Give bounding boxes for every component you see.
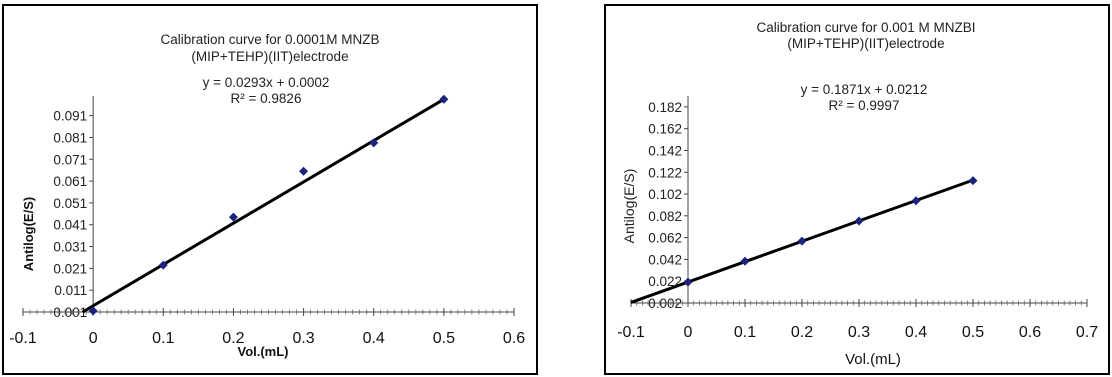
chart-2-x-axis-label: Vol.(mL) <box>845 351 901 368</box>
chart-2-r-squared: R² = 0.9997 <box>829 98 900 113</box>
chart-1-axes <box>22 96 515 316</box>
chart-2-y-tick-label: 0.082 <box>648 209 682 224</box>
chart-2-data-point <box>911 196 921 206</box>
chart-1-y-tick-label: 0.071 <box>53 152 87 167</box>
chart-2-x-tick-label: 0.1 <box>734 324 756 341</box>
chart-2-y-tick-label: 0.042 <box>648 252 682 267</box>
chart-1-x-tick-label: 0.3 <box>292 330 314 347</box>
chart-2-x-ticks: -0.1 0 0.1 0.2 0.3 0.4 0.5 0.6 0.7 <box>617 324 1098 341</box>
chart-1-x-tick-label: 0 <box>89 330 98 347</box>
chart-panel-2: Calibration curve for 0.001 M MNZBI (MIP… <box>604 4 1110 375</box>
chart-1-y-tick-label: 0.061 <box>53 174 87 189</box>
chart-1-y-ticks: 0.0010.0110.0210.0310.0410.0510.0610.071… <box>53 109 87 320</box>
chart-1-x-tick-label: 0.1 <box>152 330 174 347</box>
chart-1-y-tick-label: 0.041 <box>53 218 87 233</box>
chart-2-equation: y = 0.1871x + 0.0212 <box>801 82 928 97</box>
chart-2-title-line-2: (MIP+TEHP)(IIT)electrode <box>787 36 944 51</box>
chart-1-y-axis-label: Antilog(E/S) <box>21 197 36 271</box>
chart-2-data-point <box>683 277 693 287</box>
chart-2-y-tick-label: 0.022 <box>648 274 682 289</box>
chart-2-axes <box>630 96 1088 307</box>
chart-1-y-tick-label: 0.091 <box>53 109 87 124</box>
chart-1-x-axis-label: Vol.(mL) <box>237 344 288 359</box>
chart-2-y-tick-label: 0.142 <box>648 143 682 158</box>
chart-1-plot-area <box>81 94 449 316</box>
chart-2-y-tick-label: 0.062 <box>648 231 682 246</box>
chart-2-title-line-1: Calibration curve for 0.001 M MNZBI <box>756 20 975 35</box>
chart-1-data-point <box>158 260 168 270</box>
chart-2-data-point <box>968 176 978 186</box>
chart-2-y-tick-label: 0.162 <box>648 122 682 137</box>
chart-1-data-point <box>369 138 379 148</box>
chart-2-x-tick-label: 0.6 <box>1019 324 1041 341</box>
chart-1-y-tick-label: 0.031 <box>53 240 87 255</box>
chart-1-y-tick-label: 0.051 <box>53 196 87 211</box>
chart-2-x-tick-label: 0 <box>684 324 693 341</box>
chart-1-x-ticks: -0.1 0 0.1 0.2 0.3 0.4 0.5 0.6 <box>9 330 525 347</box>
chart-2-x-tick-label: -0.1 <box>617 324 645 341</box>
chart-1-x-tick-label: 0.5 <box>433 330 455 347</box>
chart-2-x-tick-label: 0.5 <box>962 324 984 341</box>
chart-2-y-tick-label: 0.182 <box>648 100 682 115</box>
chart-1-r-squared: R² = 0.9826 <box>231 91 302 106</box>
chart-1-x-tick-label: -0.1 <box>9 330 37 347</box>
chart-2-x-tick-label: 0.2 <box>791 324 813 341</box>
chart-2-y-tick-label: 0.122 <box>648 165 682 180</box>
chart-1-y-tick-label: 0.021 <box>53 261 87 276</box>
chart-1: Calibration curve for 0.0001M MNZB (MIP+… <box>9 32 525 359</box>
chart-2-data-point <box>797 236 807 246</box>
chart-1-data-point <box>88 306 98 316</box>
chart-2: Calibration curve for 0.001 M MNZBI (MIP… <box>617 20 1098 368</box>
chart-1-title-line-2: (MIP+TEHP)(IIT)electrode <box>191 49 348 64</box>
chart-1-y-tick-label: 0.081 <box>53 130 87 145</box>
chart-1-title-line-1: Calibration curve for 0.0001M MNZB <box>160 32 379 47</box>
chart-1-data-point <box>439 94 449 104</box>
chart-2-data-point <box>854 216 864 226</box>
chart-1-trendline <box>81 97 445 314</box>
chart-1-data-point <box>228 212 238 222</box>
chart-1-equation: y = 0.0293x + 0.0002 <box>203 75 330 90</box>
chart-2-plot-area <box>630 176 978 304</box>
chart-2-y-tick-label: 0.102 <box>648 187 682 202</box>
chart-1-y-tick-label: 0.011 <box>54 283 87 298</box>
chart-2-y-axis-label: Antilog(E/S) <box>621 169 637 244</box>
chart-1-x-tick-label: 0.6 <box>503 330 525 347</box>
chart-1-x-tick-label: 0.2 <box>222 330 244 347</box>
chart-1-data-point <box>299 166 309 176</box>
chart-2-x-tick-label: 0.4 <box>905 324 927 341</box>
chart-2-y-ticks: 0.0020.0220.0420.0620.0820.1020.1220.142… <box>648 100 682 311</box>
chart-2-x-tick-label: 0.7 <box>1076 324 1098 341</box>
chart-2-x-tick-label: 0.3 <box>848 324 870 341</box>
chart-2-data-point <box>740 256 750 266</box>
chart-1-x-tick-label: 0.4 <box>363 330 385 347</box>
chart-panel-1: Calibration curve for 0.0001M MNZB (MIP+… <box>2 4 538 375</box>
